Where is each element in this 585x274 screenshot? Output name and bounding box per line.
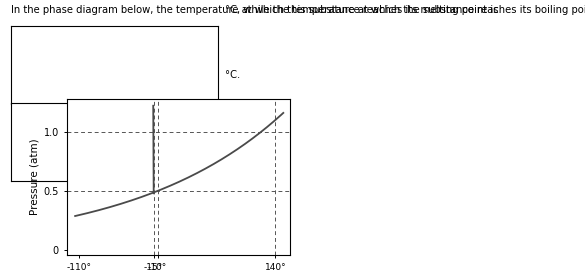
Text: In the phase diagram below, the temperature at which this substance reaches its : In the phase diagram below, the temperat… bbox=[11, 5, 498, 15]
Text: °C, while the temperature at which the substance reaches its boiling point is: °C, while the temperature at which the s… bbox=[225, 5, 585, 15]
Y-axis label: Pressure (atm): Pressure (atm) bbox=[29, 138, 39, 215]
Text: °C.: °C. bbox=[225, 70, 240, 80]
